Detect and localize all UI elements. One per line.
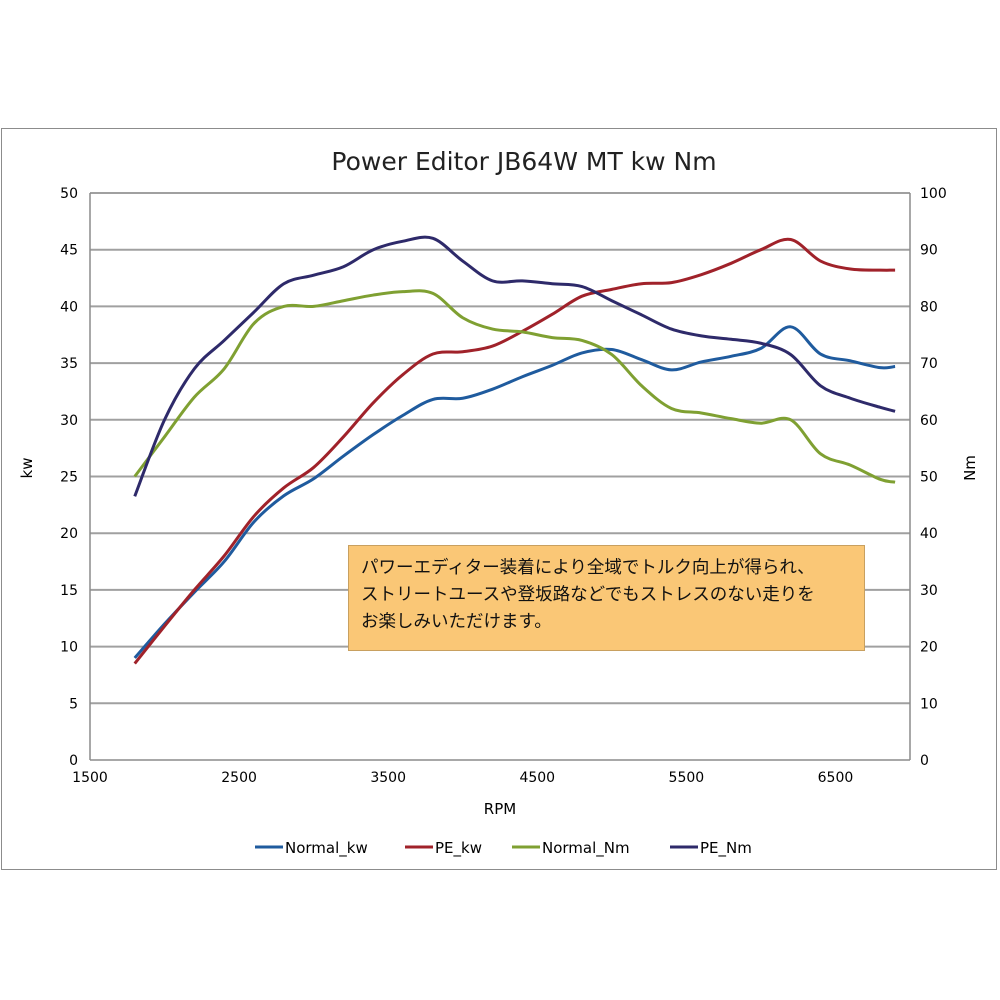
y-tick-label: 45	[60, 243, 78, 259]
y-tick-label: 15	[60, 583, 78, 599]
y-tick-label: 5	[69, 696, 78, 712]
y2-tick-label: 10	[920, 696, 938, 712]
y2-tick-label: 90	[920, 243, 938, 259]
y2-tick-label: 100	[920, 186, 947, 202]
y2-tick-label: 60	[920, 413, 938, 429]
annotation-line: お楽しみいただけます。	[361, 612, 552, 632]
legend-label: Normal_Nm	[542, 839, 630, 858]
x-tick-label: 2500	[221, 770, 257, 786]
y2-tick-label: 70	[920, 356, 938, 372]
y-tick-label: 50	[60, 186, 78, 202]
y-tick-label: 25	[60, 470, 78, 486]
legend-label: Normal_kw	[285, 839, 368, 858]
y-tick-label: 0	[69, 753, 78, 769]
y2-axis-label: Nm	[961, 455, 979, 481]
y-tick-label: 20	[60, 526, 78, 542]
series-line-Normal_kw	[133, 325, 896, 659]
x-axis-label: RPM	[484, 800, 516, 818]
series-line-PE_Nm	[133, 235, 896, 497]
y2-tick-label: 80	[920, 299, 938, 315]
annotation-line: パワーエディター装着により全域でトルク向上が得られ、	[361, 558, 815, 578]
x-tick-label: 1500	[72, 770, 108, 786]
chart-title: Power Editor JB64W MT kw Nm	[331, 147, 716, 176]
series-line-Normal_Nm	[133, 289, 896, 484]
y2-tick-label: 30	[920, 583, 938, 599]
y-tick-label: 40	[60, 299, 78, 315]
y-axis-label: kw	[18, 458, 36, 479]
y2-tick-label: 50	[920, 470, 938, 486]
y-tick-label: 30	[60, 413, 78, 429]
x-tick-label: 3500	[370, 770, 406, 786]
chart-frame	[1, 128, 997, 870]
y2-tick-label: 20	[920, 640, 938, 656]
x-tick-label: 6500	[818, 770, 854, 786]
legend-label: PE_kw	[435, 839, 482, 858]
y2-tick-label: 40	[920, 526, 938, 542]
x-tick-label: 5500	[669, 770, 705, 786]
y-tick-label: 10	[60, 640, 78, 656]
y2-tick-label: 0	[920, 753, 929, 769]
legend-label: PE_Nm	[700, 839, 752, 858]
y-tick-label: 35	[60, 356, 78, 372]
annotation-box: パワーエディター装着により全域でトルク向上が得られ、 ストリートユースや登坂路な…	[348, 545, 865, 651]
x-tick-label: 4500	[519, 770, 555, 786]
annotation-line: ストリートユースや登坂路などでもストレスのない走りを	[361, 585, 815, 605]
